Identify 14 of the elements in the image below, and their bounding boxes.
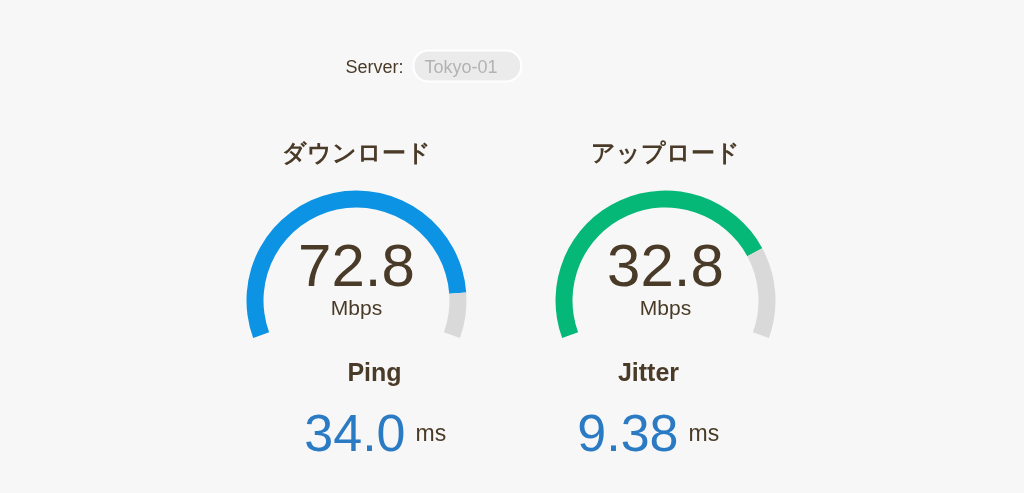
chart-title: ダウンロード	[282, 139, 431, 166]
text: Tokyo-01	[424, 56, 498, 77]
text: ms	[415, 419, 447, 446]
text: ms	[688, 419, 720, 446]
text: 72.8	[298, 232, 415, 299]
text: 32.8	[607, 232, 724, 299]
text: Ping	[347, 357, 402, 386]
text: Mbps	[330, 296, 383, 319]
text: 34.0	[304, 403, 406, 462]
text: Mbps	[639, 296, 692, 319]
chart-title: アップロード	[591, 139, 740, 166]
text: Server:	[345, 56, 404, 77]
text: Jitter	[617, 357, 680, 386]
text: 9.38	[577, 403, 679, 462]
